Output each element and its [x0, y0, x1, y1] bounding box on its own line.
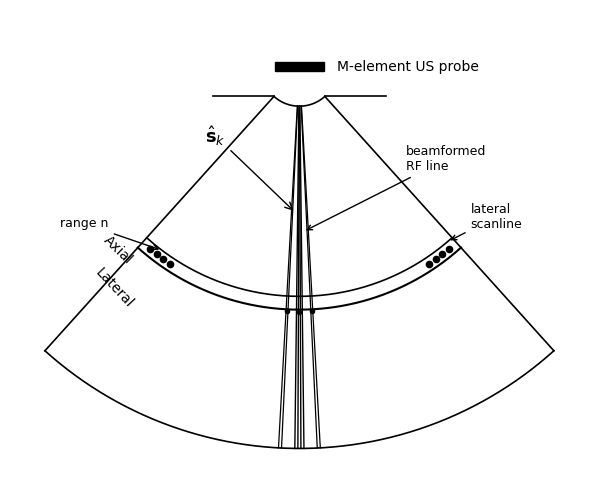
- Text: range n: range n: [60, 217, 158, 250]
- Text: Lateral: Lateral: [92, 266, 136, 311]
- Bar: [274, 62, 324, 71]
- Text: $\hat{\mathbf{s}}_k$: $\hat{\mathbf{s}}_k$: [206, 124, 292, 210]
- Text: Axial: Axial: [101, 233, 134, 267]
- Text: beamformed
RF line: beamformed RF line: [307, 146, 486, 230]
- Text: lateral
scanline: lateral scanline: [451, 203, 522, 240]
- Text: M-element US probe: M-element US probe: [338, 60, 480, 74]
